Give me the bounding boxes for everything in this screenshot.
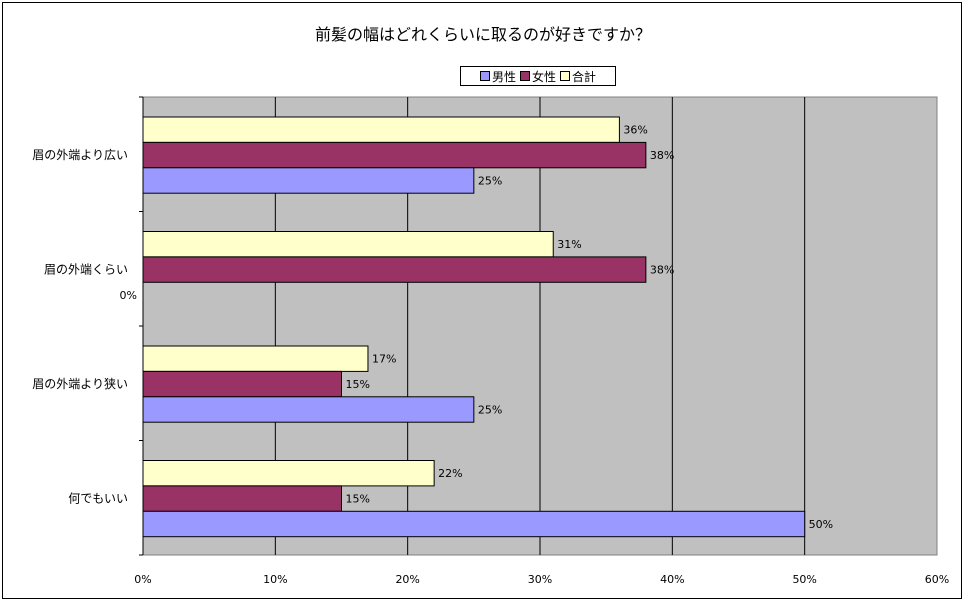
legend-swatch-male — [479, 71, 490, 81]
legend-label-male: 男性 — [491, 69, 516, 84]
legend: 男性 女性 合計 — [460, 66, 616, 86]
legend-item-total: 合計 — [560, 68, 596, 85]
chart-title: 前髪の幅はどれくらいに取るのが好きですか？ — [314, 25, 651, 44]
legend-swatch-total — [560, 71, 570, 81]
legend-item-male: 男性 — [479, 68, 516, 85]
legend-label-female: 女性 — [531, 69, 556, 84]
legend-item-female: 女性 — [519, 68, 556, 85]
legend-label-total: 合計 — [572, 69, 597, 84]
legend-swatch-female — [519, 71, 530, 81]
